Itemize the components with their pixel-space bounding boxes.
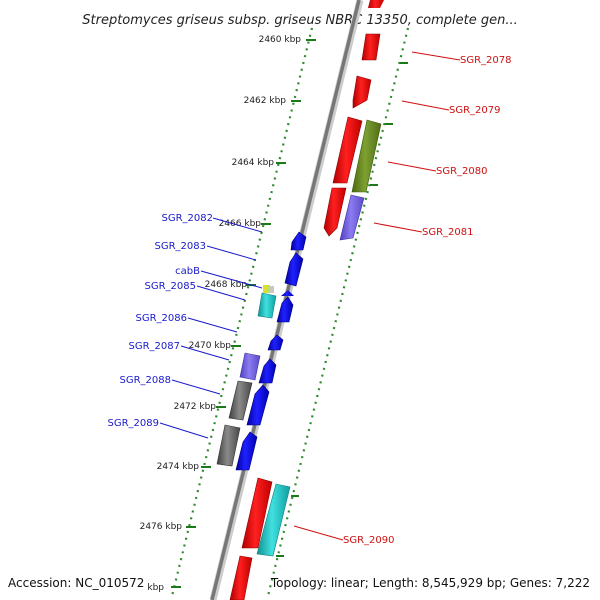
ruler-label: 2472 kbp bbox=[174, 402, 217, 412]
gene-label-sgr-2080[interactable]: SGR_2080 bbox=[436, 166, 488, 177]
leader-line bbox=[171, 379, 221, 395]
leader-line bbox=[212, 217, 263, 233]
ruler-label: kbp bbox=[147, 583, 164, 593]
ruler-tick-marks bbox=[171, 39, 408, 588]
gene-sgr-2078[interactable] bbox=[361, 33, 381, 61]
ruler-label: 2474 kbp bbox=[157, 462, 200, 472]
ruler-label: 2468 kbp bbox=[205, 280, 248, 290]
accession-text: Accession: NC_010572 bbox=[8, 576, 144, 590]
leader-line bbox=[159, 422, 209, 439]
leader-line bbox=[187, 317, 238, 333]
gene-cabb[interactable] bbox=[263, 285, 267, 293]
gene-label-sgr-2083[interactable]: SGR_2083 bbox=[155, 241, 207, 252]
gene-sgr-2086[interactable] bbox=[267, 334, 284, 351]
ruler-label: 2460 kbp bbox=[259, 35, 302, 45]
right-strand-genes bbox=[229, 0, 384, 600]
gene-sgr-2089-blue[interactable] bbox=[235, 431, 258, 471]
gene-sgr-2087[interactable] bbox=[239, 352, 261, 381]
gene-small-blue[interactable] bbox=[281, 290, 294, 296]
gene-label-sgr-2081[interactable]: SGR_2081 bbox=[422, 227, 474, 238]
gene-red-bottom[interactable] bbox=[229, 555, 253, 600]
gene-sgr-2082[interactable] bbox=[290, 231, 307, 251]
left-strand-genes bbox=[216, 231, 307, 471]
gene-sgr-2088-blue[interactable] bbox=[246, 384, 270, 426]
ruler-label: 2466 kbp bbox=[219, 219, 262, 229]
gene-sgr-2085[interactable] bbox=[257, 292, 277, 319]
gene-label-sgr-2082[interactable]: SGR_2082 bbox=[162, 213, 214, 224]
left-gene-labels: SGR_2082 SGR_2083 cabB SGR_2085 SGR_2086… bbox=[108, 213, 263, 439]
gene-small-gray[interactable] bbox=[270, 286, 274, 293]
gene-sgr-2080[interactable] bbox=[351, 119, 382, 193]
gene-sgr-2081[interactable] bbox=[339, 194, 365, 241]
leader-line bbox=[411, 51, 461, 61]
gene-label-sgr-2078[interactable]: SGR_2078 bbox=[460, 55, 512, 66]
gene-label-sgr-2089[interactable]: SGR_2089 bbox=[108, 418, 160, 429]
gene-label-sgr-2086[interactable]: SGR_2086 bbox=[136, 313, 188, 324]
gene-sgr-2081-red[interactable] bbox=[323, 187, 347, 237]
gene-label-sgr-2079[interactable]: SGR_2079 bbox=[449, 105, 501, 116]
leader-line bbox=[180, 345, 230, 361]
gene-label-sgr-2087[interactable]: SGR_2087 bbox=[129, 341, 181, 352]
ruler-label: 2462 kbp bbox=[244, 96, 287, 106]
map-title: Streptomyces griseus subsp. griseus NBRC… bbox=[82, 13, 517, 28]
leader-line bbox=[293, 525, 344, 541]
gene-sgr-2078-top[interactable] bbox=[368, 0, 384, 8]
gene-label-sgr-2088[interactable]: SGR_2088 bbox=[120, 375, 172, 386]
ruler-label: 2464 kbp bbox=[232, 158, 275, 168]
gene-label-sgr-2090[interactable]: SGR_2090 bbox=[343, 535, 395, 546]
ruler-label: 2470 kbp bbox=[189, 341, 232, 351]
gene-sgr-2090-red[interactable] bbox=[241, 477, 273, 549]
leader-line bbox=[401, 100, 450, 111]
leader-line bbox=[206, 245, 257, 261]
leader-line bbox=[387, 161, 437, 172]
gene-sgr-2085-blue[interactable] bbox=[276, 296, 294, 323]
gene-label-cabb[interactable]: cabB bbox=[175, 266, 200, 277]
leader-line bbox=[196, 285, 246, 301]
right-gene-labels: SGR_2078 SGR_2079 SGR_2080 SGR_2081 SGR_… bbox=[293, 51, 512, 546]
gene-sgr-2080-red[interactable] bbox=[332, 116, 363, 184]
gene-sgr-2083[interactable] bbox=[284, 252, 304, 287]
gene-sgr-2088[interactable] bbox=[228, 380, 253, 421]
gene-sgr-2089[interactable] bbox=[216, 424, 241, 467]
gene-label-sgr-2085[interactable]: SGR_2085 bbox=[145, 281, 197, 292]
leader-line bbox=[373, 222, 423, 233]
leader-line bbox=[200, 270, 263, 289]
ruler-label: 2476 kbp bbox=[140, 522, 183, 532]
gene-sgr-2087-blue[interactable] bbox=[258, 358, 277, 384]
gene-cabb-part[interactable] bbox=[267, 285, 270, 293]
topology-text: Topology: linear; Length: 8,545,929 bp; … bbox=[270, 576, 590, 590]
gene-sgr-2079[interactable] bbox=[352, 75, 372, 109]
gene-sgr-2090[interactable] bbox=[256, 483, 291, 557]
